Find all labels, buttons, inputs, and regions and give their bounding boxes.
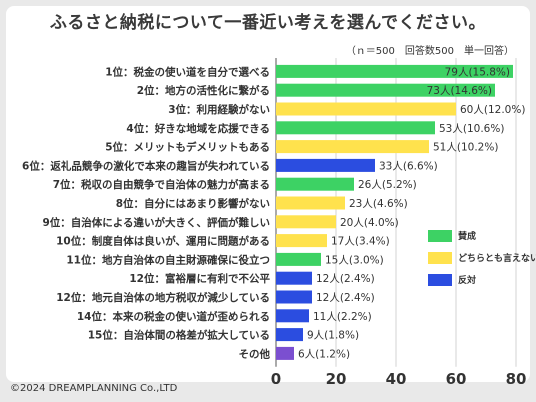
x-tick-label: 0 [271, 370, 281, 388]
category-label: 4位：好きな地域を応援できる [126, 122, 270, 135]
bar [276, 196, 345, 210]
bar [276, 215, 336, 229]
bar [276, 83, 495, 97]
x-tick-label: 60 [446, 370, 467, 388]
data-label: 11人(2.2%) [313, 311, 372, 323]
sample-note: （ｎ＝500 回答数500 単一回答） [345, 46, 514, 57]
legend-swatch [428, 274, 452, 286]
legend: 賛成どちらとも言えない 反対 [428, 229, 536, 293]
data-label: 12人(2.4%) [316, 292, 375, 304]
category-label: その他 [239, 347, 271, 360]
chart-title: ふるさと納税について一番近い考えを選んでください。 [49, 13, 487, 33]
category-label: 11位：地方自治体の自主財源確保に役立つ [66, 253, 270, 266]
legend-label: どちらとも言えない [458, 254, 536, 264]
data-label: 20人(4.0%) [340, 217, 399, 229]
x-tick-label: 20 [326, 370, 347, 388]
data-label: 26人(5.2%) [358, 179, 417, 191]
category-label: 6位：返礼品競争の激化で本来の趣旨が失われている [22, 159, 270, 172]
bar [276, 309, 309, 323]
category-label: 15位：自治体間の格差が拡大している [88, 329, 270, 342]
data-label: 79人(15.8%) [445, 66, 510, 78]
legend-swatch [428, 252, 452, 264]
bar [276, 140, 429, 154]
data-label: 12人(2.4%) [316, 273, 375, 285]
data-label: 60人(12.0%) [460, 104, 525, 116]
data-label: 17人(3.4%) [331, 236, 390, 248]
data-label: 33人(6.6%) [379, 160, 438, 172]
category-label: 1位：税金の使い道を自分で選べる [105, 65, 270, 78]
category-label: 9位：自治体による違いが大きく、評価が難しい [43, 216, 271, 229]
data-label: 9人(1.8%) [307, 330, 359, 342]
legend-swatch [428, 230, 452, 242]
x-tick-label: 80 [506, 370, 527, 388]
category-label: 12位：地元自治体の地方税収が減少している [56, 291, 270, 304]
category-label: 8位：自分にはあまり影響がない [116, 197, 270, 210]
bar [276, 290, 312, 304]
category-label: 3位：利用経験がない [168, 103, 270, 116]
x-tick-label: 40 [386, 370, 407, 388]
legend-label: 賛成 [458, 232, 477, 242]
bar [276, 121, 435, 135]
legend-label: 反対 [458, 276, 477, 286]
data-label: 6人(1.2%) [298, 348, 350, 360]
category-label: 12位：富裕層に有利で不公平 [129, 272, 270, 285]
category-label: 5位：メリットもデメリットもある [105, 141, 270, 154]
category-label: 10位：制度自体は良いが、運用に問題がある [56, 235, 270, 248]
bar [276, 271, 312, 285]
category-label: 14位：本来の税金の使い道が歪められる [77, 310, 270, 323]
bar [276, 102, 456, 116]
category-label: 2位：地方の活性化に繋がる [137, 84, 270, 97]
data-label: 73人(14.6%) [427, 85, 492, 97]
data-label: 51人(10.2%) [433, 142, 498, 154]
data-label: 53人(10.6%) [439, 123, 504, 135]
data-label: 23人(4.6%) [349, 198, 408, 210]
bar [276, 177, 354, 191]
bar [276, 234, 327, 248]
category-label: 7位：税収の自由競争で自治体の魅力が高まる [53, 178, 270, 191]
copyright: ©2024 DREAMPLANNING Co.,LTD [10, 383, 178, 394]
bar [276, 252, 321, 266]
bar [276, 64, 513, 78]
data-label: 15人(3.0%) [325, 254, 384, 266]
bar [276, 346, 294, 360]
bar [276, 158, 375, 172]
bar [276, 328, 303, 342]
